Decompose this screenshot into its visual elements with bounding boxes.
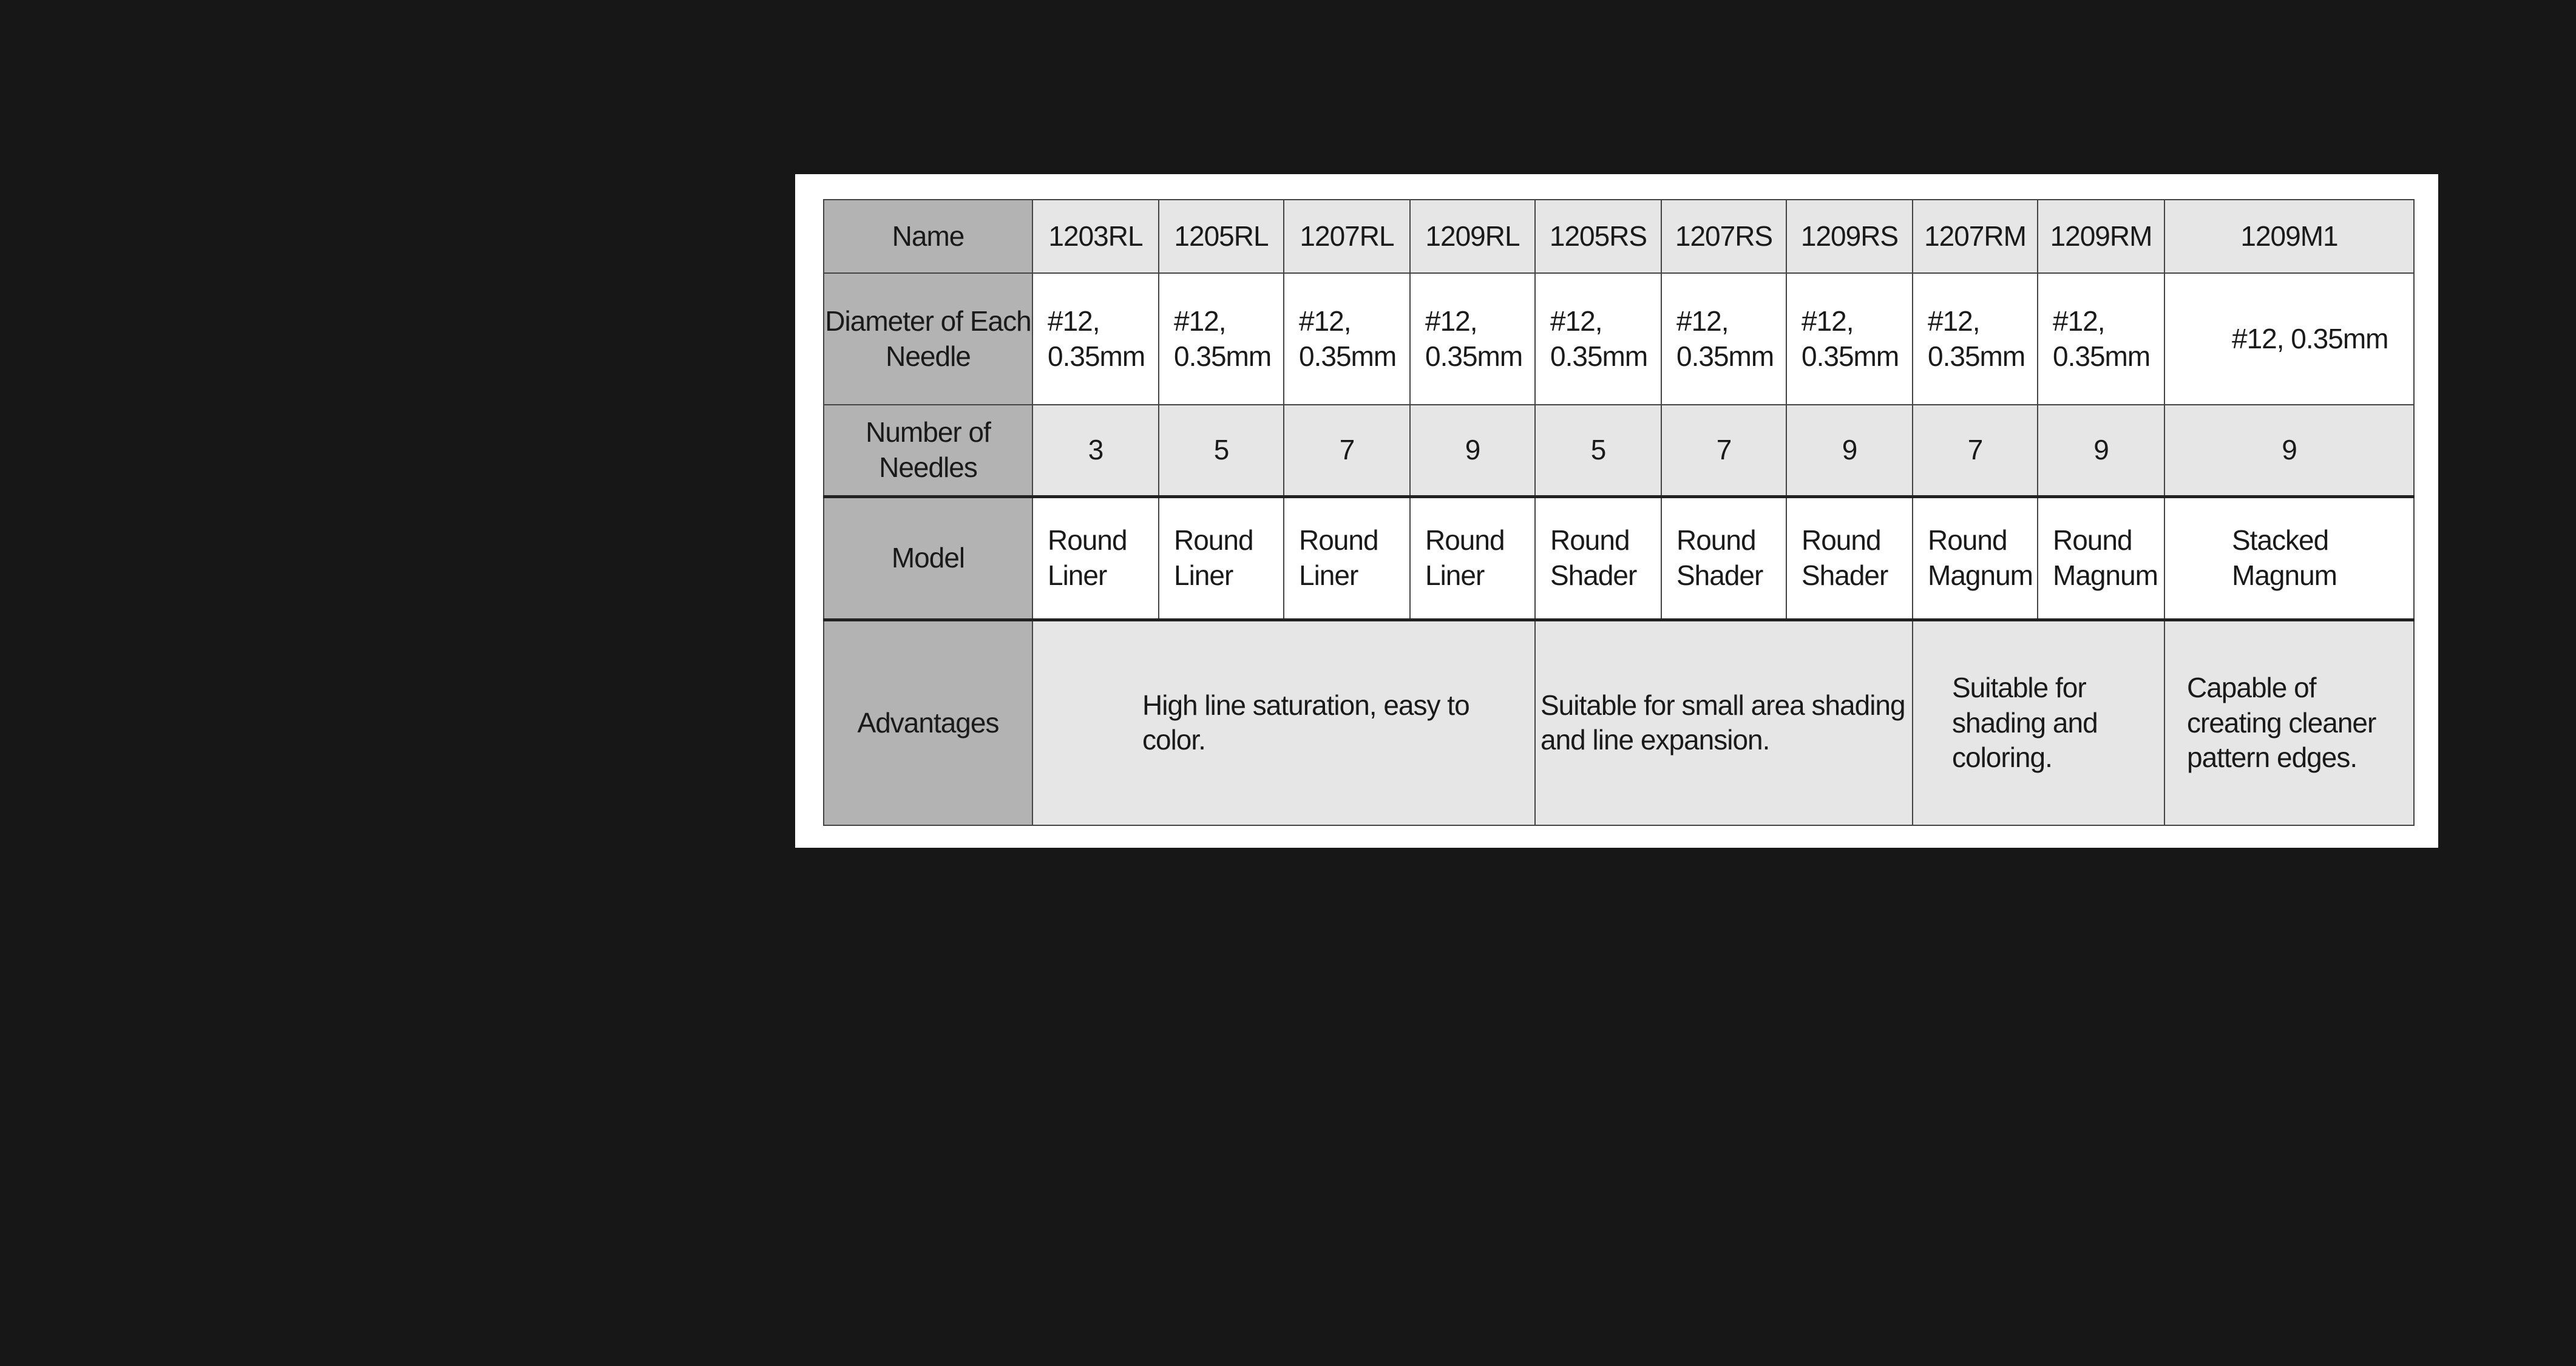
cell-name: 1209RS [1786,199,1913,274]
cell-needles: 5 [1534,404,1662,497]
cell-diameter: #12, 0.35mm [1661,272,1787,405]
cell-model: Stacked Magnum [2164,495,2415,620]
advantage-cell: Suitable for small area shading and line… [1534,618,1913,826]
row-header-model: Model [823,495,1033,620]
cell-diameter: #12, 0.35mm [1786,272,1913,405]
row-model: Model Round Liner Round Liner Round Liner R… [823,495,2415,620]
row-header-name: Name [823,199,1033,274]
cell-name: 1207RL [1283,199,1411,274]
cell-needles: 3 [1032,404,1159,497]
row-header-diameter: Diameter of Each Needle [823,272,1033,405]
advantage-cell: High line saturation, easy to color. [1032,618,1536,826]
cell-model: Round Shader [1534,495,1662,620]
cell-name: 1209RL [1409,199,1536,274]
row-header-advantages: Advantages [823,618,1033,826]
cell-model: Round Shader [1786,495,1913,620]
cell-name: 1207RS [1661,199,1787,274]
row-name: Name 1203RL 1205RL 1207RL 1209RL 1205RS 1207R… [823,199,2415,274]
advantage-cell: Suitable for shading and coloring. [1912,618,2165,826]
row-diameter: Diameter of Each Needle #12, 0.35mm #12, … [823,272,2415,405]
cell-name: 1203RL [1032,199,1159,274]
cell-diameter: #12, 0.35mm [2037,272,2165,405]
cell-needles: 7 [1912,404,2038,497]
cell-model: Round Magnum [2037,495,2165,620]
cell-needles: 7 [1661,404,1787,497]
cell-model: Round Magnum [1912,495,2038,620]
cell-model: Round Shader [1661,495,1787,620]
cell-name: 1209M1 [2164,199,2415,274]
cell-name: 1209RM [2037,199,2165,274]
cell-diameter: #12, 0.35mm [1534,272,1662,405]
advantage-cell: Capable of creating cleaner pattern edge… [2164,618,2415,826]
cell-needles: 9 [1409,404,1536,497]
cell-needles: 9 [1786,404,1913,497]
cell-diameter: #12, 0.35mm [1409,272,1536,405]
row-header-number: Number of Needles [823,404,1033,497]
cell-model: Round Liner [1283,495,1411,620]
cell-model: Round Liner [1032,495,1159,620]
cell-diameter: #12, 0.35mm [1032,272,1159,405]
cell-diameter: #12, 0.35mm [1912,272,2038,405]
cell-name: 1207RM [1912,199,2038,274]
cell-name: 1205RL [1158,199,1284,274]
needle-spec-table: Name 1203RL 1205RL 1207RL 1209RL 1205RS 1207R… [823,199,2415,826]
cell-diameter: #12, 0.35mm [1158,272,1284,405]
cell-model: Round Liner [1158,495,1284,620]
cell-diameter: #12, 0.35mm [2164,272,2415,405]
cell-diameter: #12, 0.35mm [1283,272,1411,405]
cell-model: Round Liner [1409,495,1536,620]
cell-needles: 9 [2037,404,2165,497]
spec-table-panel: Name 1203RL 1205RL 1207RL 1209RL 1205RS 1207R… [795,174,2438,848]
cell-needles: 9 [2164,404,2415,497]
cell-needles: 7 [1283,404,1411,497]
cell-name: 1205RS [1534,199,1662,274]
row-advantages: Advantages High line saturation, easy to… [823,618,2415,826]
cell-needles: 5 [1158,404,1284,497]
